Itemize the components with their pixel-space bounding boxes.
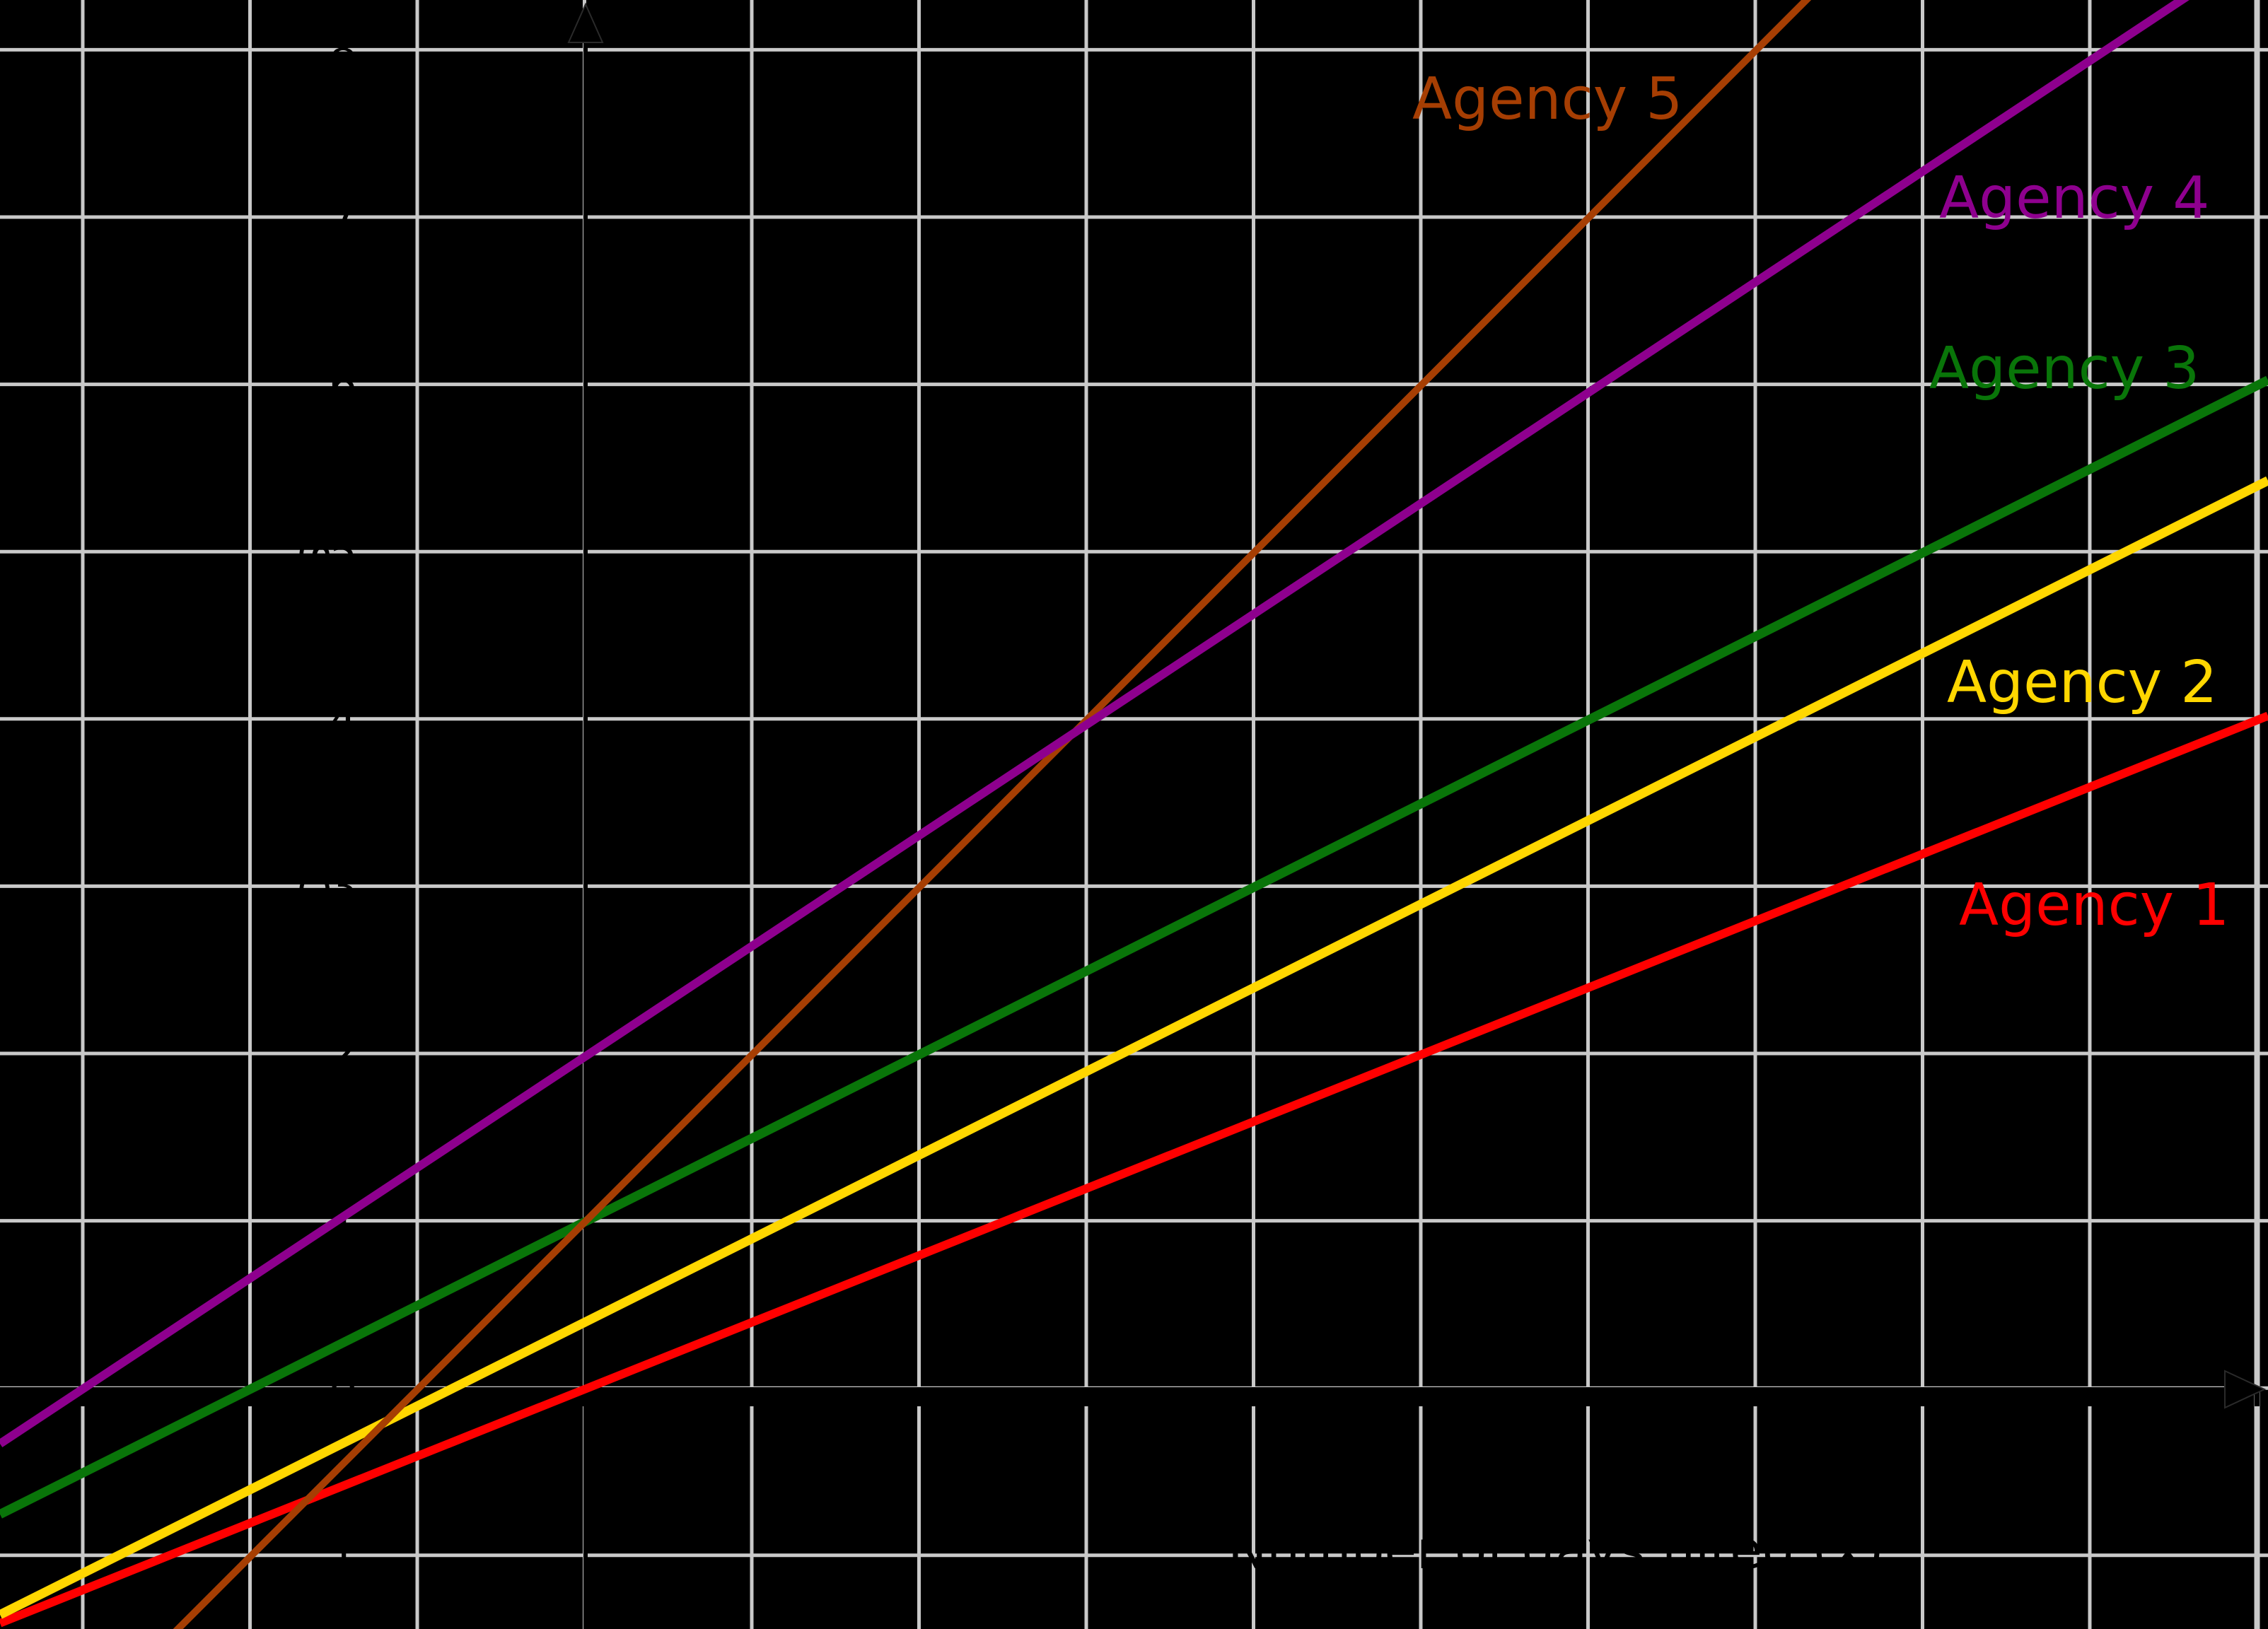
x-axis-tick	[1418, 1391, 1424, 1406]
series-line-agency-4	[0, 0, 2190, 1448]
y-tick-label-hidden: 4	[330, 694, 357, 745]
x-axis-tick	[1586, 1391, 1590, 1406]
hidden-axis-text: Number of days hired (x) Total cost in do…	[281, 24, 1884, 1581]
x-axis-tick	[749, 1391, 755, 1406]
x-axis-tick	[80, 1391, 86, 1406]
x-axis-arrowhead	[2224, 1370, 2267, 1409]
x-axis-tick	[1920, 1391, 1925, 1406]
series-label-agency-2: Agency 2	[1947, 649, 2217, 716]
y-tick-label-hidden: 7	[330, 192, 357, 243]
x-axis-tick	[917, 1391, 921, 1406]
x-axis-tick	[1752, 1391, 1758, 1406]
y-tick-label-hidden: 8	[330, 24, 357, 76]
series-label-agency-5: Agency 5	[1412, 66, 1682, 133]
x-axis-tick	[582, 1391, 587, 1406]
series-line-agency-1	[0, 711, 2268, 1628]
x-axis-title-hidden: Number of days hired (x)	[1228, 1520, 1884, 1581]
x-axis-tick	[2087, 1391, 2093, 1406]
x-axis-tick	[1251, 1391, 1256, 1406]
y-tick-label-hidden: 3	[330, 860, 357, 912]
y-tick-label-hidden: -1	[313, 1530, 357, 1582]
series-labels: Agency 1 Agency 2 Agency 3 Agency 5 Agency 4	[1412, 66, 2229, 939]
series-label-agency-1: Agency 1	[1959, 872, 2229, 939]
x-axis-tick	[414, 1391, 420, 1406]
y-tick-label-hidden: 2	[330, 1028, 357, 1080]
x-axis-tick	[2255, 1391, 2260, 1406]
series-label-agency-3: Agency 3	[1929, 335, 2199, 402]
x-axis-tick	[248, 1391, 252, 1406]
series-label-agency-4: Agency 4	[1939, 165, 2209, 232]
series-line-agency-3	[0, 375, 2268, 1519]
y-tick-label-hidden: 6	[330, 359, 357, 411]
y-axis-title-hidden: Total cost in dollars (y)	[281, 453, 342, 1046]
x-axis-tick	[1083, 1391, 1089, 1406]
y-axis-arrowhead	[567, 2, 604, 43]
y-tick-label-hidden: 5	[330, 526, 357, 578]
